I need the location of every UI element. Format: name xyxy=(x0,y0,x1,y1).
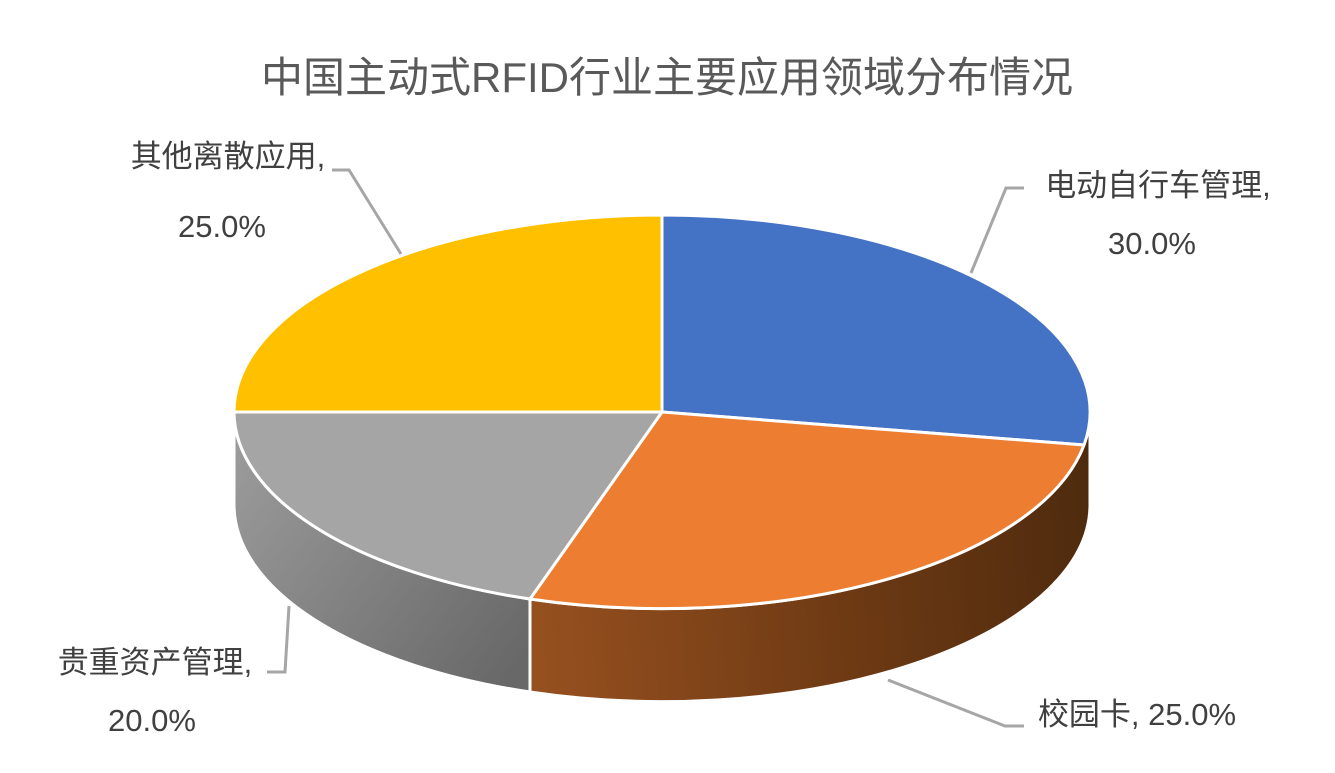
leader-line-campus xyxy=(887,678,1024,728)
leader-line-ebike xyxy=(969,186,1024,274)
leader-line-other xyxy=(332,168,403,255)
callout-ebike-name: 电动自行车管理, xyxy=(1045,168,1271,203)
callout-campus-label: 校园卡, 25.0% xyxy=(1038,697,1236,732)
callout-assets-value: 20.0% xyxy=(108,703,196,738)
chart-title: 中国主动式RFID行业主要应用领域分布情况 xyxy=(261,54,1073,101)
callout-other-value: 25.0% xyxy=(178,209,266,244)
callout-ebike-value: 30.0% xyxy=(1108,226,1196,261)
leader-line-assets xyxy=(267,605,291,674)
callout-assets-name: 贵重资产管理, xyxy=(58,645,253,680)
pie-slice-campus[interactable] xyxy=(528,410,1086,611)
callout-other-name: 其他离散应用, xyxy=(131,139,326,174)
pie-slice-ebike[interactable] xyxy=(660,213,1092,447)
pie-slice-other[interactable] xyxy=(232,213,664,414)
pie-slice-assets[interactable] xyxy=(232,410,664,601)
